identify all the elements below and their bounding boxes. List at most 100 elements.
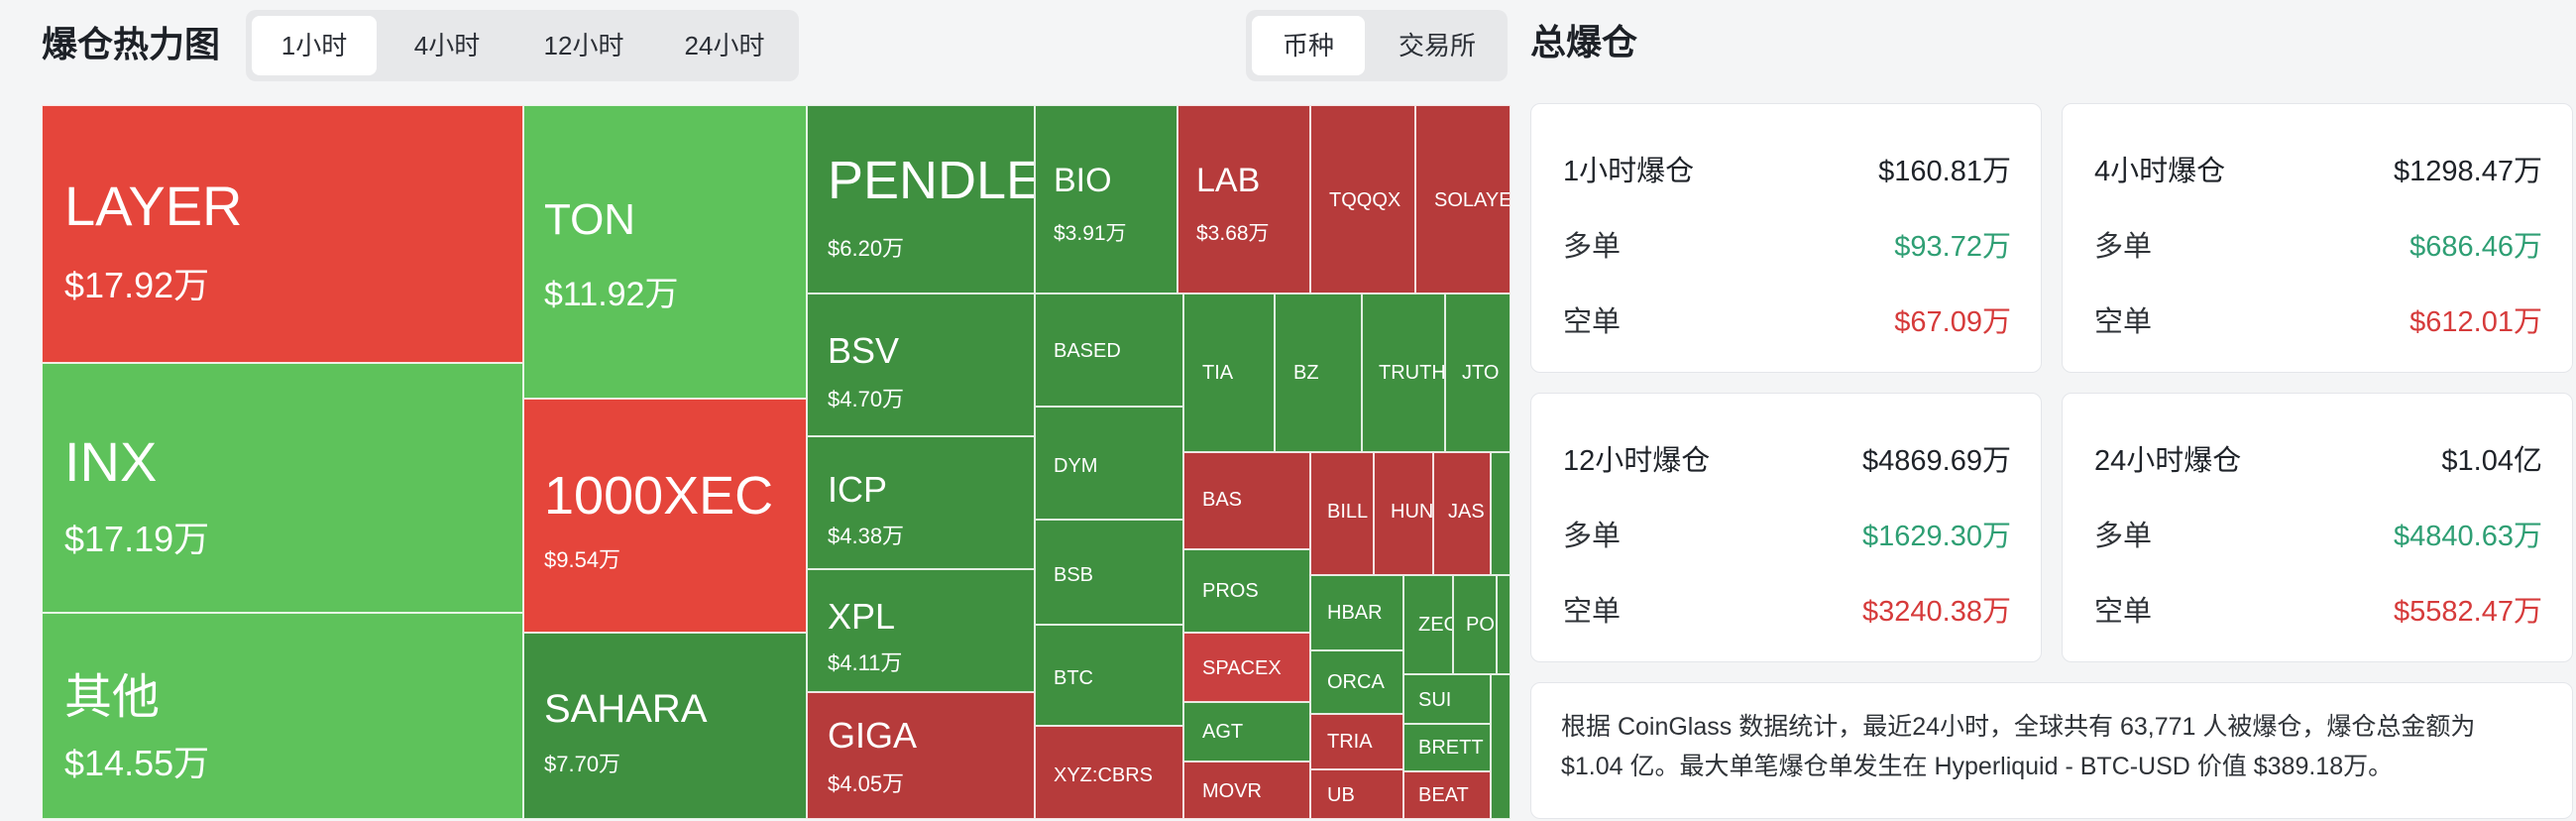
- tile-pendle[interactable]: PENDLE $6.20万: [807, 105, 1035, 293]
- tab-1h[interactable]: 1小时: [252, 16, 377, 75]
- tile-brett[interactable]: BRETT: [1403, 724, 1491, 771]
- tile-symbol: PENDLE: [828, 151, 1035, 210]
- tile-movr[interactable]: MOVR: [1183, 762, 1310, 819]
- tile-tia[interactable]: TIA: [1183, 293, 1275, 452]
- tile-value: $4.11万: [828, 650, 903, 675]
- tile-symbol: AGT: [1202, 721, 1244, 743]
- stats-card-12h: 12小时爆仓 $4869.69万 多单 $1629.30万 空单 $3240.3…: [1530, 393, 2042, 662]
- tile-spacex[interactable]: SPACEX: [1183, 633, 1310, 702]
- long-value: $1629.30万: [1862, 521, 2011, 552]
- tile-lab[interactable]: LAB $3.68万: [1177, 105, 1310, 293]
- tile-giga[interactable]: GIGA $4.05万: [807, 692, 1035, 819]
- liquidation-treemap: LAYER $17.92万 INX $17.19万 其他 $14.55万 TON…: [42, 105, 1511, 819]
- tile-jas[interactable]: JAS: [1433, 452, 1491, 575]
- summary-card: 根据 CoinGlass 数据统计，最近24小时，全球共有 63,771 人被爆…: [1530, 682, 2573, 819]
- tile-value: $4.38万: [828, 524, 905, 548]
- tile-bill[interactable]: BILL: [1310, 452, 1374, 575]
- stats-total-value: $160.81万: [1878, 156, 2011, 187]
- tile-value: $9.54万: [544, 547, 621, 572]
- tile-symbol: HBAR: [1327, 602, 1383, 624]
- long-label: 多单: [1563, 231, 1622, 263]
- tile-symbol: BSB: [1054, 564, 1094, 586]
- tile-sahara[interactable]: SAHARA $7.70万: [523, 633, 807, 819]
- tile-orca[interactable]: ORCA: [1310, 650, 1403, 714]
- tile-symbol: 1000XEC: [544, 466, 774, 526]
- tile-pros[interactable]: PROS: [1183, 549, 1310, 633]
- tile-bsb[interactable]: BSB: [1035, 520, 1183, 625]
- tile-bsv[interactable]: BSV $4.70万: [807, 293, 1035, 436]
- tile-symbol: PO: [1466, 614, 1495, 636]
- tile-symbol: ORCA: [1327, 671, 1385, 693]
- tile-symbol: TQQQX: [1329, 189, 1401, 211]
- tile-xyz-cbrs[interactable]: XYZ:CBRS: [1035, 726, 1183, 819]
- tile-misc-3[interactable]: [1491, 674, 1511, 819]
- tile-tria[interactable]: TRIA: [1310, 714, 1403, 769]
- tile-symbol: BIO: [1054, 162, 1112, 199]
- short-value: $67.09万: [1894, 306, 2011, 338]
- tab-12h[interactable]: 12小时: [543, 31, 624, 60]
- tile-value: $7.70万: [544, 752, 621, 776]
- tile-value: $4.05万: [828, 771, 905, 796]
- long-label: 多单: [2094, 231, 2153, 263]
- tile-ton[interactable]: TON $11.92万: [523, 105, 807, 399]
- tile-btc[interactable]: BTC: [1035, 625, 1183, 726]
- tile-solaye[interactable]: SOLAYE: [1415, 105, 1511, 293]
- tile-layer[interactable]: LAYER $17.92万: [42, 105, 523, 363]
- tile-truth[interactable]: TRUTH: [1362, 293, 1445, 452]
- tile-symbol: INX: [64, 430, 158, 493]
- stats-card-1h: 1小时爆仓 $160.81万 多单 $93.72万 空单 $67.09万: [1530, 103, 2042, 373]
- tile-bas[interactable]: BAS: [1183, 452, 1310, 549]
- stats-period-label: 1小时爆仓: [1563, 156, 1695, 187]
- tile-jto[interactable]: JTO: [1445, 293, 1511, 452]
- tile-symbol: BTC: [1054, 667, 1093, 689]
- stats-period-label: 24小时爆仓: [2094, 445, 2242, 477]
- stats-period-label: 12小时爆仓: [1563, 445, 1711, 477]
- tile-symbol: BZ: [1293, 362, 1319, 384]
- tile-symbol: BEAT: [1418, 784, 1469, 806]
- tab-by-exchange[interactable]: 交易所: [1398, 31, 1476, 60]
- tile-value: $11.92万: [544, 276, 679, 313]
- tile-tqqqx[interactable]: TQQQX: [1310, 105, 1415, 293]
- summary-line-2: $1.04 亿。最大单笔爆仓单发生在 Hyperliquid - BTC-USD…: [1561, 753, 2394, 780]
- tile-dym[interactable]: DYM: [1035, 407, 1183, 520]
- short-value: $3240.38万: [1862, 596, 2011, 628]
- tile-symbol: TRIA: [1327, 731, 1373, 753]
- tile-misc-2[interactable]: [1497, 575, 1511, 674]
- tile-symbol: SUI: [1418, 689, 1452, 711]
- tile-symbol: BRETT: [1418, 737, 1484, 759]
- short-label: 空单: [2094, 596, 2153, 628]
- tile-symbol: 其他: [64, 671, 161, 724]
- long-value: $686.46万: [2409, 231, 2542, 263]
- time-range-tabs: 1小时 4小时 12小时 24小时: [246, 10, 799, 81]
- view-mode-tabs: 币种 交易所: [1246, 10, 1508, 81]
- short-value: $612.01万: [2409, 306, 2542, 338]
- tile-beat[interactable]: BEAT: [1403, 771, 1491, 819]
- stats-period-label: 4小时爆仓: [2094, 156, 2226, 187]
- tile-value: $4.70万: [828, 387, 905, 411]
- tile-symbol: TON: [544, 195, 636, 244]
- tile-sui[interactable]: SUI: [1403, 674, 1491, 724]
- tab-by-coin[interactable]: 币种: [1252, 16, 1365, 75]
- tile-ub[interactable]: UB: [1310, 769, 1403, 819]
- tile-symbol: TRUTH: [1379, 362, 1445, 384]
- tile-1000xec[interactable]: 1000XEC $9.54万: [523, 399, 807, 633]
- tab-4h[interactable]: 4小时: [413, 31, 481, 60]
- tile-based[interactable]: BASED: [1035, 293, 1183, 407]
- tile-hbar[interactable]: HBAR: [1310, 575, 1403, 650]
- tile-agt[interactable]: AGT: [1183, 702, 1310, 762]
- tile-xpl[interactable]: XPL $4.11万: [807, 569, 1035, 692]
- tile-icp[interactable]: ICP $4.38万: [807, 436, 1035, 569]
- tab-24h[interactable]: 24小时: [684, 31, 765, 60]
- short-label: 空单: [2094, 306, 2153, 338]
- tile-misc-1[interactable]: [1491, 452, 1511, 575]
- long-label: 多单: [1563, 521, 1622, 552]
- heatmap-title: 爆仓热力图: [42, 24, 221, 64]
- tile-hun[interactable]: HUN: [1374, 452, 1433, 575]
- tile-po[interactable]: PO: [1453, 575, 1497, 674]
- tile-symbol: BILL: [1327, 501, 1369, 523]
- tile-bz[interactable]: BZ: [1275, 293, 1362, 452]
- tile-bio[interactable]: BIO $3.91万: [1035, 105, 1177, 293]
- tile-inx[interactable]: INX $17.19万: [42, 363, 523, 613]
- tile-others[interactable]: 其他 $14.55万: [42, 613, 523, 819]
- tile-zec[interactable]: ZEC: [1403, 575, 1453, 674]
